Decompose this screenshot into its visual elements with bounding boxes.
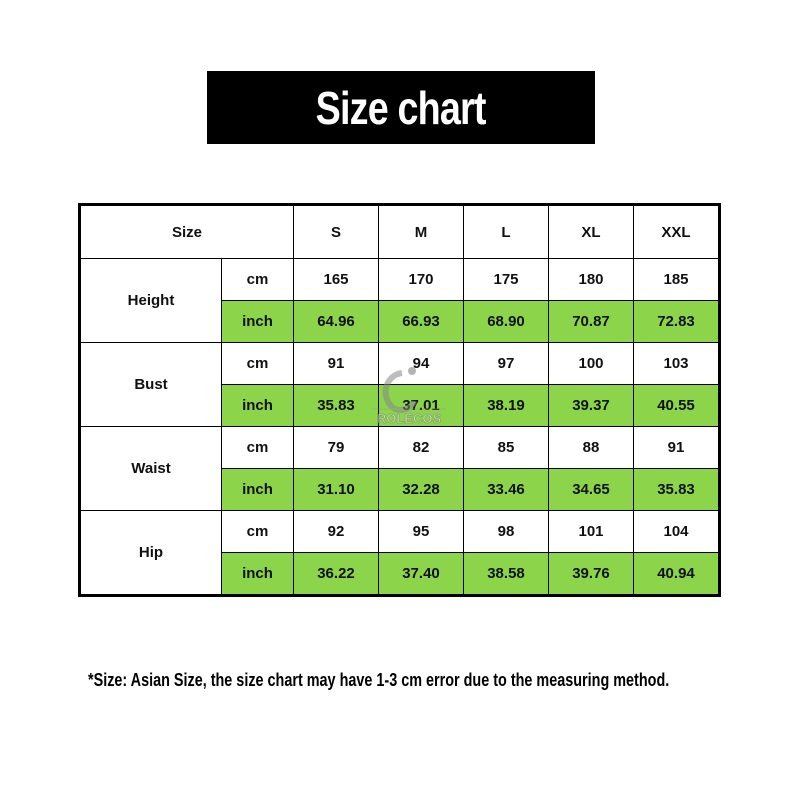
cm-value: 185 [633,258,720,301]
unit-label: inch [221,300,294,343]
cm-value: 175 [463,258,549,301]
cm-value: 98 [463,510,549,553]
cm-value: 170 [378,258,464,301]
cm-value: 82 [378,426,464,469]
size-column-header: M [378,204,464,259]
cm-value: 91 [633,426,720,469]
cm-value: 85 [463,426,549,469]
inch-value: 72.83 [633,300,720,343]
cm-value: 103 [633,342,720,385]
unit-label: inch [221,468,294,511]
measure-label: Hip [79,510,222,596]
inch-value: 66.93 [378,300,464,343]
inch-value: 37.40 [378,552,464,596]
inch-value: 35.83 [293,384,379,427]
size-header: Size [79,204,294,259]
cm-value: 97 [463,342,549,385]
unit-label: cm [221,510,294,553]
measure-label: Bust [79,342,222,427]
unit-label: inch [221,384,294,427]
size-chart-table: Size S M L XL XXL Height cm 165 170 175 180 185 inch 6… [78,203,721,597]
inch-value: 40.94 [633,552,720,596]
inch-value: 40.55 [633,384,720,427]
inch-value: 36.22 [293,552,379,596]
inch-value: 35.83 [633,468,720,511]
size-column-header: L [463,204,549,259]
table-row-cm: Hip cm 92 95 98 101 104 [79,510,720,596]
footnote: *Size: Asian Size, the size chart may ha… [88,670,670,690]
table-row-cm: Waist cm 79 82 85 88 91 [79,426,720,511]
cm-value: 165 [293,258,379,301]
size-column-header: S [293,204,379,259]
cm-value: 100 [548,342,634,385]
table-row-cm: Bust cm 91 94 97 100 103 [79,342,720,427]
inch-value: 32.28 [378,468,464,511]
inch-value: 64.96 [293,300,379,343]
unit-label: cm [221,258,294,301]
inch-value: 68.90 [463,300,549,343]
title-banner: Size chart [207,71,595,144]
table-row-inch: inch 31.10 32.28 33.46 34.65 35.83 [80,468,720,511]
unit-label: cm [221,426,294,469]
inch-value: 33.46 [463,468,549,511]
page-title: Size chart [316,81,487,134]
size-column-header: XXL [633,204,720,259]
inch-value: 38.58 [463,552,549,596]
inch-value: 31.10 [293,468,379,511]
size-column-header: XL [548,204,634,259]
cm-value: 91 [293,342,379,385]
inch-value: 70.87 [548,300,634,343]
cm-value: 92 [293,510,379,553]
inch-value: 34.65 [548,468,634,511]
cm-value: 95 [378,510,464,553]
cm-value: 180 [548,258,634,301]
measure-label: Waist [79,426,222,511]
table-row-inch: inch 64.96 66.93 68.90 70.87 72.83 [80,300,720,343]
table-row-inch: inch 36.22 37.40 38.58 39.76 40.94 [80,552,720,596]
cm-value: 104 [633,510,720,553]
cm-value: 101 [548,510,634,553]
cm-value: 94 [378,342,464,385]
unit-label: cm [221,342,294,385]
unit-label: inch [221,552,294,596]
cm-value: 79 [293,426,379,469]
cm-value: 88 [548,426,634,469]
inch-value: 38.19 [463,384,549,427]
inch-value: 39.37 [548,384,634,427]
inch-value: 39.76 [548,552,634,596]
table-row-cm: Height cm 165 170 175 180 185 [79,258,720,343]
measure-label: Height [79,258,222,343]
header-row: Size S M L XL XXL [79,204,720,259]
inch-value: 37.01 [378,384,464,427]
